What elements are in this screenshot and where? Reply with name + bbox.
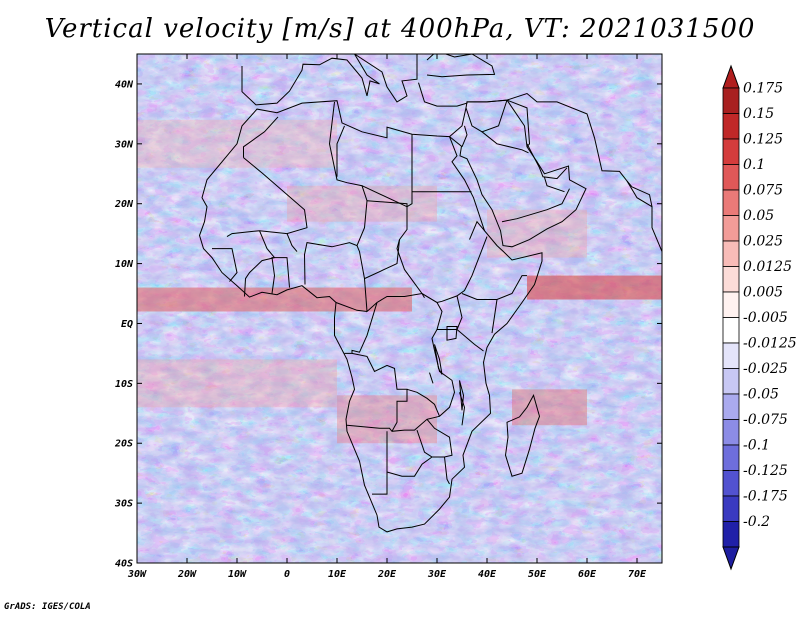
colorbar-label: -0.1 <box>743 438 770 454</box>
colorbar-label: -0.2 <box>743 514 770 530</box>
colorbar-label: -0.175 <box>743 489 788 505</box>
lon-tick-label: 20W <box>177 569 197 580</box>
colorbar-swatch <box>722 393 740 420</box>
lon-tick-label: 40E <box>478 569 497 580</box>
lon-tick-label: 30E <box>427 569 447 580</box>
colorbar-label: 0.075 <box>743 183 783 199</box>
lon-tick-label: 0 <box>284 569 290 580</box>
lat-tick-label: 40N <box>115 79 134 90</box>
lat-tick-label: 20N <box>114 199 134 210</box>
chart-title: Vertical velocity [m/s] at 400hPa, VT: 2… <box>44 14 756 44</box>
colorbar-label: -0.05 <box>743 387 779 403</box>
colorbar-swatch <box>722 368 740 395</box>
colorbar-swatch <box>722 495 740 522</box>
colorbar-label: 0.125 <box>743 132 783 148</box>
colorbar-label: 0.0125 <box>743 259 792 275</box>
lat-tick-label: EQ <box>121 319 133 330</box>
colorbar-swatch <box>722 266 740 293</box>
colorbar-label: -0.125 <box>743 463 788 479</box>
lat-tick-label: 40S <box>115 559 133 570</box>
colorbar-swatch <box>722 291 740 318</box>
colorbar-label: 0.005 <box>743 285 783 301</box>
colorbar-label: 0.1 <box>743 157 765 173</box>
colorbar-swatch <box>722 138 740 165</box>
colorbar-swatch <box>722 419 740 446</box>
colorbar-swatch <box>722 240 740 267</box>
colorbar-swatch <box>722 164 740 191</box>
colorbar-label: 0.175 <box>743 81 783 97</box>
lon-tick-label: 30W <box>127 569 147 580</box>
lon-tick-label: 70E <box>628 569 647 580</box>
lat-tick-label: 10S <box>115 379 133 390</box>
lat-tick-label: 20S <box>114 439 133 450</box>
colorbar-label: 0.15 <box>743 106 774 122</box>
colorbar-top-arrow <box>722 64 740 89</box>
colorbar-bottom-arrow <box>722 546 740 571</box>
colorbar-swatch <box>722 189 740 216</box>
colorbar-label: -0.075 <box>743 412 788 428</box>
colorbar-label: -0.0125 <box>743 336 797 352</box>
footer-credit: GrADS: IGES/COLA <box>4 602 91 612</box>
colorbar-swatch <box>722 215 740 242</box>
lat-tick-label: 30S <box>114 499 133 510</box>
lon-tick-label: 10E <box>328 569 347 580</box>
lon-tick-label: 60E <box>578 569 597 580</box>
lon-tick-label: 10W <box>228 569 247 580</box>
colorbar-label: -0.005 <box>743 310 788 326</box>
colorbar-swatch <box>722 444 740 471</box>
lat-tick-label: 30N <box>114 139 134 150</box>
lat-tick-label: 10N <box>115 259 134 270</box>
colorbar-label: 0.05 <box>743 208 774 224</box>
colorbar-swatch <box>722 317 740 344</box>
colorbar-label: 0.025 <box>743 234 783 250</box>
lon-tick-label: 20E <box>377 569 397 580</box>
lon-tick-label: 50E <box>528 569 547 580</box>
colorbar-label: -0.025 <box>743 361 788 377</box>
colorbar-swatch <box>722 113 740 140</box>
vertical-velocity-field <box>137 54 662 563</box>
colorbar: 0.175 0.15 0.125 0.1 0.075 0.05 0.025 0.0125 0.0… <box>722 64 797 571</box>
colorbar-swatch <box>722 470 740 497</box>
colorbar-swatch <box>722 521 740 548</box>
colorbar-swatch <box>722 87 740 114</box>
colorbar-swatch <box>722 342 740 369</box>
plot-frame <box>136 53 663 564</box>
